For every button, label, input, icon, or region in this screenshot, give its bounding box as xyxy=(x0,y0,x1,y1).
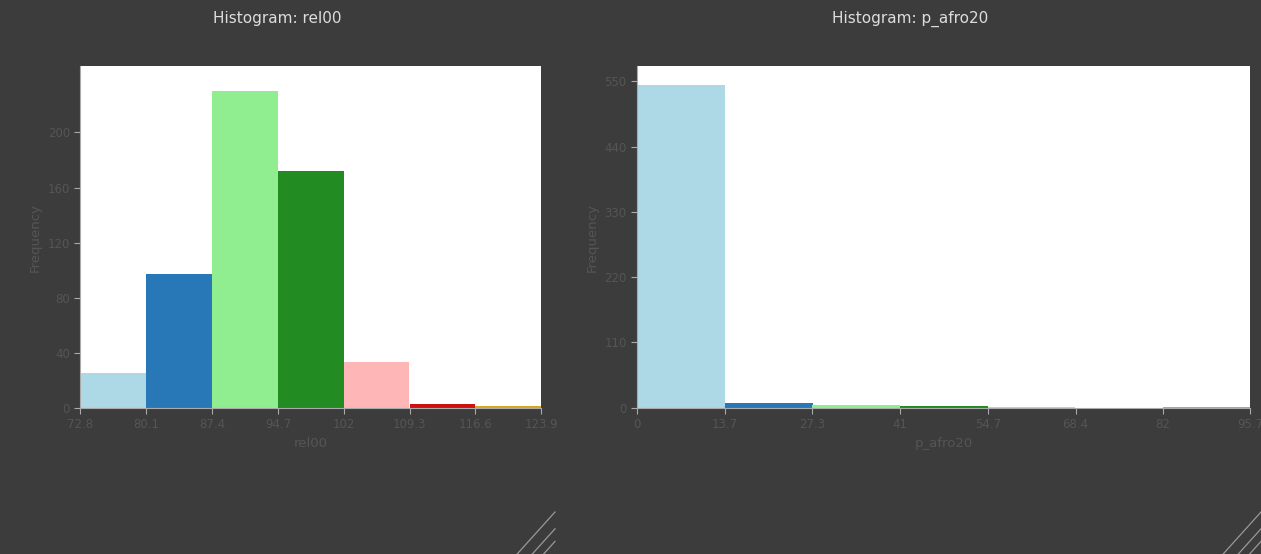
Bar xyxy=(344,362,410,408)
Bar xyxy=(1163,407,1251,408)
Text: Histogram: p_afro20: Histogram: p_afro20 xyxy=(832,11,989,27)
Y-axis label: Frequency: Frequency xyxy=(29,203,42,271)
Bar xyxy=(725,403,812,408)
Y-axis label: Frequency: Frequency xyxy=(586,203,599,271)
Bar xyxy=(212,91,277,408)
Bar xyxy=(475,406,541,408)
Bar xyxy=(987,407,1076,408)
Bar xyxy=(900,406,987,408)
X-axis label: rel00: rel00 xyxy=(294,437,328,450)
Bar xyxy=(277,171,344,408)
Bar xyxy=(637,85,725,408)
Bar xyxy=(410,404,475,408)
Bar xyxy=(812,406,900,408)
Text: Histogram: rel00: Histogram: rel00 xyxy=(213,12,342,27)
X-axis label: p_afro20: p_afro20 xyxy=(914,437,973,450)
Bar xyxy=(81,373,146,408)
Bar xyxy=(146,274,212,408)
